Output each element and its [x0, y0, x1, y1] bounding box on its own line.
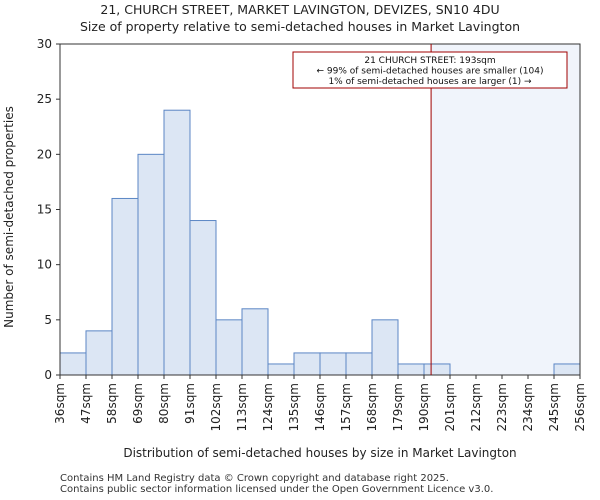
y-tick-label: 30: [37, 37, 52, 51]
x-axis-label: Distribution of semi-detached houses by …: [123, 446, 516, 460]
y-tick-label: 15: [37, 203, 52, 217]
x-tick-label: 234sqm: [521, 383, 535, 431]
x-tick-label: 135sqm: [287, 383, 301, 431]
x-tick-label: 201sqm: [443, 383, 457, 431]
annotation-box: [292, 51, 568, 89]
histogram-bar: [241, 308, 269, 376]
histogram-bar: [293, 352, 321, 376]
annotation-line-2: ← 99% of semi-detached houses are smalle…: [317, 67, 544, 77]
histogram-bar: [345, 352, 373, 376]
histogram-bar: [267, 363, 295, 376]
annotation-line-3: 1% of semi-detached houses are larger (1…: [328, 77, 532, 87]
x-tick-label: 47sqm: [79, 383, 93, 424]
histogram-bar: [397, 363, 425, 376]
y-tick-label: 25: [37, 92, 52, 106]
histogram-bar: [423, 363, 451, 376]
histogram-bar: [371, 319, 399, 376]
x-tick-label: 36sqm: [53, 383, 67, 424]
x-tick-label: 256sqm: [573, 383, 587, 431]
histogram-bar: [59, 352, 87, 376]
x-tick-label: 102sqm: [209, 383, 223, 431]
x-tick-label: 80sqm: [157, 383, 171, 424]
x-tick-label: 190sqm: [417, 383, 431, 431]
chart-title: 21, CHURCH STREET, MARKET LAVINGTON, DEV…: [100, 2, 500, 17]
y-tick-label: 20: [37, 147, 52, 161]
y-tick-label: 10: [37, 258, 52, 272]
footer-licence: Contains public sector information licen…: [60, 484, 494, 495]
histogram-bar: [319, 352, 347, 376]
y-tick-label: 5: [44, 313, 52, 327]
x-tick-label: 146sqm: [313, 383, 327, 431]
y-tick-label: 0: [44, 368, 52, 382]
histogram-bar: [553, 363, 581, 376]
histogram-bar: [163, 109, 191, 376]
x-tick-label: 223sqm: [495, 383, 509, 431]
histogram-bar: [215, 319, 243, 376]
x-tick-label: 245sqm: [547, 383, 561, 431]
footer-copyright: Contains HM Land Registry data © Crown c…: [60, 473, 449, 484]
histogram-chart: 0 5 10 15 20 25 30 36sqm 47sqm 58sqm 69sqm 80sqm 91s…: [2, 37, 587, 460]
x-tick-label: 212sqm: [469, 383, 483, 431]
x-tick-label: 113sqm: [235, 383, 249, 431]
y-axis-label: Number of semi-detached properties: [2, 106, 16, 328]
histogram-bar: [137, 153, 165, 376]
annotation-line-1: 21 CHURCH STREET: 193sqm: [364, 56, 495, 66]
x-tick-label: 91sqm: [183, 383, 197, 424]
larger-region-shade: [431, 44, 580, 375]
histogram-bar: [111, 197, 139, 376]
histogram-bar: [85, 330, 113, 376]
x-tick-label: 124sqm: [261, 383, 275, 431]
x-tick-label: 179sqm: [391, 383, 405, 431]
histogram-bar: [189, 220, 217, 376]
x-tick-label: 168sqm: [365, 383, 379, 431]
x-tick-label: 69sqm: [131, 383, 145, 424]
x-tick-label: 58sqm: [105, 383, 119, 424]
x-tick-label: 157sqm: [339, 383, 353, 431]
chart-subtitle: Size of property relative to semi-detach…: [79, 19, 521, 34]
